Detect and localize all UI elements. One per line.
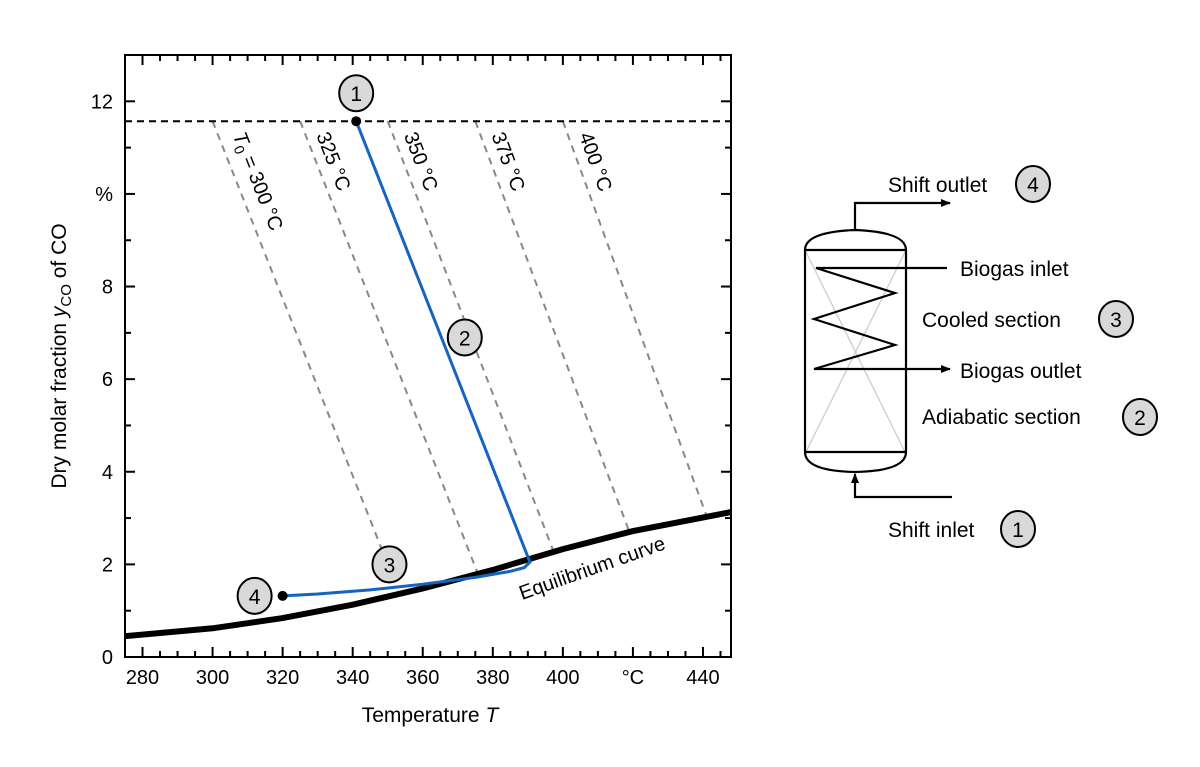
state-point-dot <box>277 590 288 601</box>
x-tick-label: 340 <box>336 667 369 689</box>
cooling-coil <box>810 266 951 373</box>
vessel-bottom-dome <box>803 451 908 474</box>
label-text: = 300 °C <box>235 148 286 234</box>
x-tick-label: 300 <box>196 667 229 689</box>
x-tick-label: 280 <box>126 667 159 689</box>
diagram-labels: Shift outlet 4 Biogas inlet Cooled secti… <box>888 165 1158 548</box>
badge-3: 3 <box>1098 300 1134 338</box>
state-badge-label: 3 <box>384 554 396 577</box>
adiabatic-label: 325 °C <box>311 129 354 194</box>
badge-label: 4 <box>1027 174 1039 197</box>
shift-inlet-label: Shift inlet <box>888 519 975 542</box>
state-badge <box>338 74 375 113</box>
reactor-diagram <box>803 199 952 499</box>
adiabatic-label: 350 °C <box>399 129 442 194</box>
badge-2: 2 <box>1122 398 1158 436</box>
vessel-body <box>803 248 908 454</box>
x-tick-label: 380 <box>476 667 509 689</box>
badge-label: 3 <box>1110 309 1122 332</box>
biogas-outlet-label: Biogas outlet <box>960 360 1082 383</box>
adiabatic-label: 400 °C <box>574 129 616 194</box>
state-point-dot <box>351 116 362 127</box>
y-tick-label: 2 <box>102 554 113 576</box>
y-tick-label: 4 <box>102 462 113 484</box>
biogas-inlet-label: Biogas inlet <box>960 258 1069 281</box>
x-tick-label: 320 <box>266 667 299 689</box>
adiabatic-line <box>561 120 708 517</box>
y-tick-label: 0 <box>102 647 113 669</box>
plot-inner <box>125 120 731 640</box>
state-badge-label: 1 <box>350 83 362 106</box>
badge-label: 2 <box>1134 407 1146 430</box>
vessel-top-dome <box>803 228 908 251</box>
y-tick-label: 6 <box>102 369 113 391</box>
shift-outlet-label: Shift outlet <box>888 174 987 197</box>
badge-1: 1 <box>1000 510 1036 548</box>
shift-outlet-arrow <box>853 199 951 230</box>
cooled-section-label: Cooled section <box>922 309 1061 332</box>
adiabatic-line <box>299 120 480 577</box>
state-badge <box>236 576 273 615</box>
x-tick-label: °C <box>622 667 644 689</box>
adiabatic-section-label: Adiabatic section <box>922 406 1081 429</box>
x-axis-label: Temperature T <box>362 704 501 727</box>
plot-area: T0 = 300 °C 325 °C 350 °C 375 °C 400 °CEquil… <box>91 54 732 689</box>
adiabatic-line <box>211 120 387 561</box>
plot-frame <box>124 54 732 658</box>
adiabatic-label: 375 °C <box>487 129 529 194</box>
adiabatic-line <box>474 120 631 533</box>
state-badge <box>371 545 408 584</box>
equilibrium-curve <box>125 509 731 640</box>
y-tick-label: 12 <box>91 91 113 113</box>
x-tick-label: 440 <box>686 667 719 689</box>
shift-inlet-arrow <box>851 473 952 499</box>
state-badge-label: 2 <box>459 327 471 350</box>
x-tick-label: 360 <box>406 667 439 689</box>
y-tick-label: % <box>95 184 113 206</box>
x-tick-label: 400 <box>546 667 579 689</box>
adiabatic-label: T0 = 300 °C <box>226 129 287 235</box>
packing-line <box>805 251 906 453</box>
y-tick-label: 8 <box>102 277 113 299</box>
badge-4: 4 <box>1015 165 1051 203</box>
badge-label: 1 <box>1012 519 1024 542</box>
state-badge-label: 4 <box>249 586 261 609</box>
state-badge <box>446 318 483 357</box>
reactor-path-line <box>282 120 532 598</box>
y-axis-label: Dry molar fraction yCO of CO <box>48 223 75 488</box>
